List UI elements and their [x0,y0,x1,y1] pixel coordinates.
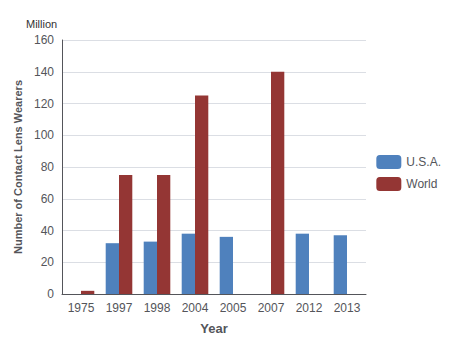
svg-text:100: 100 [34,128,54,142]
svg-text:60: 60 [41,192,55,206]
svg-text:Number of Contact Lens Wearers: Number of Contact Lens Wearers [12,80,24,254]
svg-text:1998: 1998 [144,301,171,315]
svg-text:2013: 2013 [334,301,361,315]
svg-text:U.S.A.: U.S.A. [406,155,441,169]
svg-text:20: 20 [41,255,55,269]
svg-text:80: 80 [41,160,55,174]
svg-text:160: 160 [34,33,54,47]
svg-text:Million: Million [26,18,57,30]
svg-text:1997: 1997 [106,301,133,315]
svg-text:World: World [406,177,437,191]
svg-text:120: 120 [34,97,54,111]
svg-text:0: 0 [47,287,54,301]
svg-text:2004: 2004 [182,301,209,315]
svg-text:2007: 2007 [258,301,285,315]
svg-text:40: 40 [41,224,55,238]
svg-text:1975: 1975 [68,301,95,315]
svg-text:2012: 2012 [296,301,323,315]
svg-text:Year: Year [200,321,227,336]
svg-text:140: 140 [34,65,54,79]
svg-text:2005: 2005 [220,301,247,315]
